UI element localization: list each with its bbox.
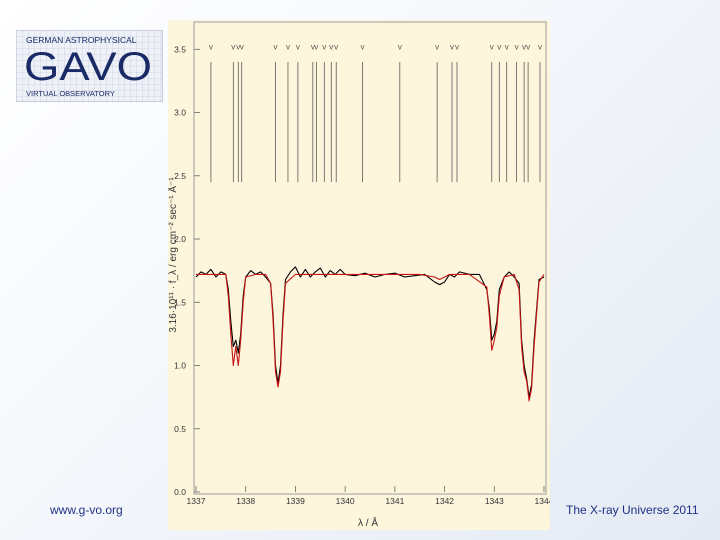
logo-line1: GERMAN ASTROPHYSICAL [26, 35, 137, 45]
line-id-label: V [334, 45, 338, 51]
line-id-label: V [240, 45, 244, 51]
line-id-label: V [231, 45, 235, 51]
x-tick-label: 1338 [236, 496, 255, 506]
gavo-logo: GERMAN ASTROPHYSICAL GAVO VIRTUAL OBSERV… [15, 29, 164, 103]
y-tick-label: 1.0 [174, 361, 186, 371]
x-tick-label: 1341 [385, 496, 404, 506]
gavo-logo-graphic: GERMAN ASTROPHYSICAL GAVO VIRTUAL OBSERV… [15, 29, 164, 103]
line-id-label: V [455, 45, 459, 51]
line-id-label: V [314, 45, 318, 51]
line-id-label: V [522, 45, 526, 51]
line-id-label: V [329, 45, 333, 51]
y-tick-label: 3.5 [174, 44, 186, 54]
y-tick-label: 2.5 [174, 171, 186, 181]
line-id-label: V [435, 45, 439, 51]
observed-spectrum-line [195, 266, 545, 398]
x-tick-label: 1342 [435, 496, 454, 506]
line-id-label: V [497, 45, 501, 51]
line-id-label: V [236, 45, 240, 51]
logo-line2: GAVO [24, 45, 152, 89]
line-id-label: V [526, 45, 530, 51]
x-tick-label: 1339 [286, 496, 305, 506]
spectrum-chart: 1337 1338 1339 1340 1341 1342 1343 1344 0.0 0.5 1.… [166, 20, 554, 530]
y-tick-label: 3.0 [174, 108, 186, 118]
y-tick-label: 1.5 [174, 297, 186, 307]
x-tick-label: 1343 [485, 496, 504, 506]
line-id-label: V [450, 45, 454, 51]
line-id-label: V [361, 45, 365, 51]
line-id-label: V [311, 45, 315, 51]
x-tick-label: 1340 [336, 496, 355, 506]
plot-frame [193, 21, 547, 495]
footer-url[interactable]: www.g-vo.org [50, 503, 123, 517]
line-id-label: V [286, 45, 290, 51]
line-id-label: V [274, 45, 278, 51]
line-id-label: V [398, 45, 402, 51]
spectrum-chart-svg: 1337 1338 1339 1340 1341 1342 1343 1344 0.0 0.5 1.… [166, 20, 554, 530]
line-id-label: V [505, 45, 509, 51]
line-id-label: V [296, 45, 300, 51]
model-spectrum-line [196, 273, 545, 402]
x-tick-label: 1344 [535, 496, 550, 506]
y-tick-label: 2.0 [174, 234, 186, 244]
y-tick-label: 0.0 [174, 487, 186, 497]
y-axis-label: 3.16·10¹¹ · f_λ / erg cm⁻² sec⁻¹ Å⁻¹ [168, 177, 179, 333]
line-id-label: V [515, 45, 519, 51]
line-id-label: V [490, 45, 494, 51]
line-id-label: V [322, 45, 326, 51]
line-id-label: V [209, 45, 213, 51]
x-tick-label: 1337 [187, 496, 206, 506]
line-id-label: V [538, 45, 542, 51]
logo-line3: VIRTUAL OBSERVATORY [26, 89, 115, 98]
footer-talk-title: The X-ray Universe 2011 [566, 503, 699, 517]
y-tick-label: 0.5 [174, 424, 186, 434]
x-axis-label: λ / Å [358, 516, 378, 529]
